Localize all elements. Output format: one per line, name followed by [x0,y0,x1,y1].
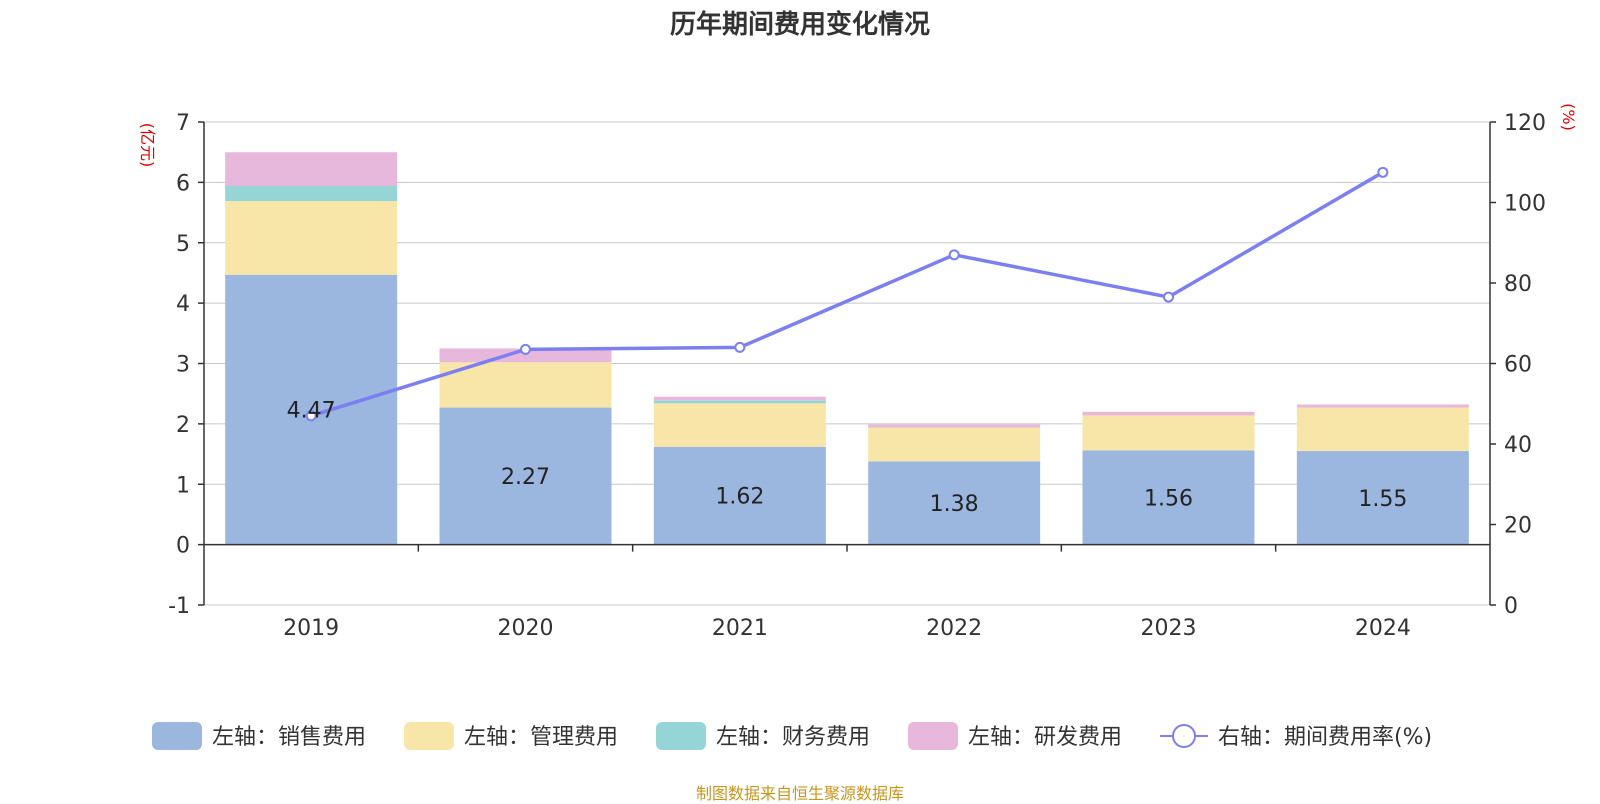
bar-2-2021 [653,403,826,447]
x-tick-label: 2019 [283,616,339,641]
legend-label: 左轴：财务费用 [716,725,870,750]
x-tick-label: 2022 [926,616,982,641]
data-label: 4.47 [287,399,336,424]
bar-1-2020 [439,407,612,545]
axes: -1 0 1 2 3 4 5 6 7 0 20 40 60 80 100 120 2019 2020 2021 202… [168,111,1546,641]
x-tick-label: 2024 [1355,616,1411,641]
data-label: 1.55 [1358,487,1407,512]
bar-2-2024 [1296,407,1469,452]
rate-point [948,249,960,261]
left-tick-label: -1 [168,594,190,619]
rate-point [520,343,531,355]
bar-2-2020 [439,362,612,408]
bar-4-2021 [653,396,826,401]
bar-1-2021 [653,446,826,545]
legend-label: 左轴：销售费用 [212,725,366,750]
bar-2-2023 [1082,415,1255,451]
chart-title: 历年期间费用变化情况 [669,10,930,40]
bar-1-2024 [1296,451,1469,545]
data-labels: 4.47 2.27 1.62 1.38 1.56 1.55 [287,399,1408,517]
legend-label: 左轴：研发费用 [968,725,1122,750]
left-tick-label: 1 [176,473,190,498]
bar-4-2020 [439,348,612,363]
data-label: 1.56 [1144,487,1193,512]
left-tick-label: 6 [176,171,190,196]
left-tick-label: 7 [176,111,190,136]
right-tick-label: 120 [1504,111,1546,136]
data-source: 制图数据来自恒生聚源数据库 [695,784,904,803]
x-tick-label: 2021 [712,616,768,641]
bar-4-2023 [1082,411,1255,416]
bar-3-2019 [225,185,398,202]
left-tick-label: 2 [176,413,190,438]
right-tick-label: 100 [1504,192,1546,217]
rate-point [734,341,746,353]
x-tick-label: 2020 [498,616,554,641]
right-tick-label: 20 [1504,514,1532,539]
left-tick-label: 4 [176,292,190,317]
left-tick-label: 3 [176,353,190,378]
data-label: 1.62 [715,485,764,510]
right-tick-label: 80 [1504,272,1532,297]
bar-1-2019 [225,274,398,545]
bars [225,152,1469,545]
bar-1-2022 [868,461,1041,545]
data-label: 1.38 [930,492,979,517]
rate-point [1377,166,1389,178]
legend-swatch [908,722,958,750]
legend-label: 右轴：期间费用率(%) [1218,725,1432,750]
legend-label: 左轴：管理费用 [464,725,618,750]
right-tick-label: 40 [1504,433,1532,458]
bar-4-2024 [1296,404,1469,408]
right-tick-label: 60 [1504,353,1532,378]
legend-swatch [152,722,202,750]
bar-3-2021 [653,400,826,404]
x-tick-label: 2023 [1141,616,1197,641]
bar-1-2023 [1082,450,1255,545]
left-tick-label: 0 [176,534,190,559]
chart: -1 0 1 2 3 4 5 6 7 0 20 40 60 80 100 120 2019 2020 2021 202… [138,103,1578,750]
bar-4-2019 [225,152,398,186]
bar-4-2022 [868,424,1041,428]
right-axis-unit: (%) [1559,103,1578,131]
legend: 左轴：销售费用 左轴：管理费用 左轴：财务费用 左轴：研发费用 右轴：期间费用率(%) [152,722,1432,750]
bar-2-2019 [225,201,398,275]
legend-swatch [656,722,706,750]
legend-swatch [404,722,454,750]
data-label: 2.27 [501,465,550,490]
left-axis-unit: (亿元) [138,123,157,168]
right-tick-label: 0 [1504,594,1518,619]
rate-line-path [310,170,1384,418]
left-tick-label: 5 [176,232,190,257]
legend-marker [1172,724,1196,748]
rate-line [305,166,1389,422]
bar-2-2022 [868,427,1041,462]
rate-point [1163,291,1174,303]
rate-point [305,410,317,422]
